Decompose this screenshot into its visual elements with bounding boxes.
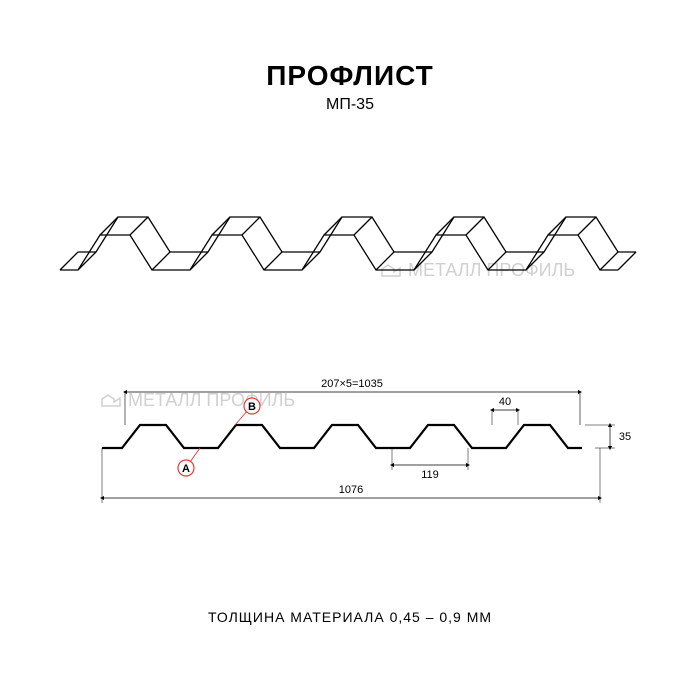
cross-section-drawing: 207×5=1035 B A 40 35 bbox=[80, 370, 640, 510]
dimension-crest: 40 bbox=[492, 396, 518, 425]
page-title: ПРОФЛИСТ bbox=[0, 60, 700, 92]
dimension-height: 35 bbox=[585, 425, 631, 448]
profile-section-path bbox=[102, 425, 582, 448]
title-block: ПРОФЛИСТ МП-35 bbox=[0, 60, 700, 114]
isometric-drawing bbox=[50, 180, 650, 300]
thickness-note: ТОЛЩИНА МАТЕРИАЛА 0,45 – 0,9 ММ bbox=[0, 609, 700, 625]
dim-crest-label: 40 bbox=[499, 396, 511, 408]
page-subtitle: МП-35 bbox=[0, 96, 700, 114]
marker-a-label: A bbox=[182, 463, 190, 475]
iso-profile bbox=[60, 217, 636, 270]
dimension-overall: 1076 bbox=[102, 448, 600, 503]
dimension-valley: 119 bbox=[392, 448, 468, 481]
marker-b-label: B bbox=[248, 401, 256, 413]
dim-valley-label: 119 bbox=[421, 469, 439, 481]
dim-pitch-total-label: 207×5=1035 bbox=[321, 378, 383, 390]
marker-a: A bbox=[178, 448, 200, 476]
dim-height-label: 35 bbox=[619, 431, 631, 443]
dim-overall-label: 1076 bbox=[339, 484, 363, 496]
marker-b: B bbox=[235, 398, 260, 425]
dimension-pitch-total: 207×5=1035 bbox=[125, 378, 580, 425]
